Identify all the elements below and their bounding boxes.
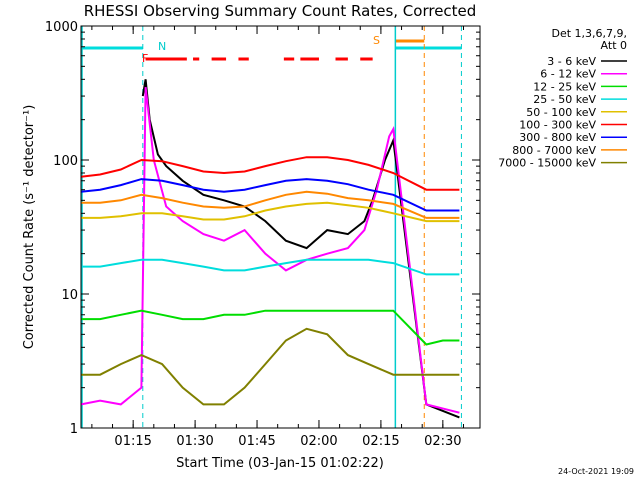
x-tick-label-1: 01:30 <box>176 434 213 449</box>
legend-label-0: 3 - 6 keV <box>547 55 596 68</box>
legend-label-7: 800 - 7000 keV <box>512 144 596 157</box>
series-line-300-800-kev <box>80 178 460 212</box>
y-tick-label-0: 1 <box>70 422 78 437</box>
series-line-6-12-kev <box>80 86 460 414</box>
x-tick-label-3: 02:00 <box>300 434 337 449</box>
y-tick-label-1: 10 <box>61 288 78 303</box>
series-line-100-300-kev <box>80 156 460 191</box>
legend-header-line-1: Det 1,3,6,7,9, <box>551 27 627 40</box>
timestamp: 24-Oct-2021 19:09 <box>558 467 634 476</box>
legend-label-4: 50 - 100 keV <box>526 106 596 119</box>
legend-label-6: 300 - 800 keV <box>519 131 596 144</box>
y-tick-label-2: 100 <box>53 154 78 169</box>
series-line-50-100-kev <box>81 201 460 223</box>
flag-layer <box>81 26 462 428</box>
legend-label-3: 25 - 50 keV <box>533 93 596 106</box>
x-tick-label-4: 02:15 <box>362 434 399 449</box>
plot-area <box>80 25 481 429</box>
series-line-25-50-kev <box>81 258 460 276</box>
flag-label-n: N <box>158 40 166 53</box>
y-tick-label-3: 1000 <box>45 20 78 35</box>
plot-frame <box>80 25 481 429</box>
flag-label-f: F <box>142 52 148 65</box>
flag-label-s: S <box>373 34 380 47</box>
legend-label-8: 7000 - 15000 keV <box>498 157 596 170</box>
y-axis-ticks: 1 10 100 1000 <box>45 20 480 437</box>
y-axis-label: Corrected Count Rate (s⁻¹ detector⁻¹) <box>22 105 37 350</box>
chart-title: RHESSI Observing Summary Count Rates, Co… <box>84 2 477 20</box>
series-layer <box>80 79 460 419</box>
legend-header-line-2: Att 0 <box>601 39 627 52</box>
x-tick-label-0: 01:15 <box>114 434 151 449</box>
x-tick-label-2: 01:45 <box>238 434 275 449</box>
legend-label-5: 100 - 300 keV <box>519 119 596 132</box>
legend-label-2: 12 - 25 keV <box>533 80 596 93</box>
series-line-7000-15000-kev <box>81 327 460 406</box>
x-axis-ticks: 01:15 01:30 01:45 02:00 02:15 02:30 <box>91 26 464 449</box>
x-tick-label-5: 02:30 <box>424 434 461 449</box>
series-line-800-7000-kev <box>81 190 460 219</box>
legend-label-1: 6 - 12 keV <box>540 68 596 81</box>
x-axis-label: Start Time (03-Jan-15 01:02:22) <box>176 456 384 471</box>
series-line-12-25-kev <box>81 309 460 346</box>
